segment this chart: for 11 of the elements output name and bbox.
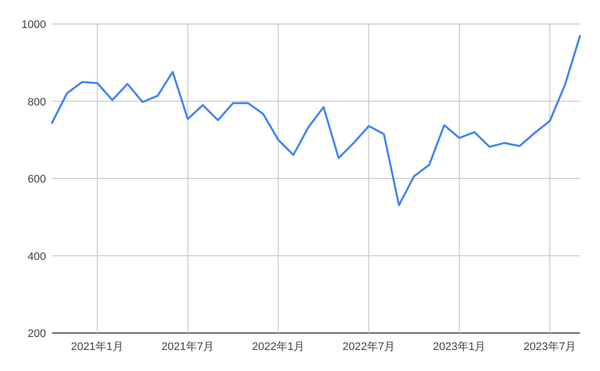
y-tick-label: 1000 bbox=[22, 19, 46, 31]
x-tick-label: 2023年7月 bbox=[524, 341, 576, 353]
x-tick-label: 2023年1月 bbox=[433, 341, 486, 353]
y-tick-label: 400 bbox=[28, 250, 46, 263]
x-tick-label: 2022年1月 bbox=[252, 341, 305, 353]
x-tick-label: 2022年7月 bbox=[342, 341, 396, 353]
y-tick-label: 600 bbox=[28, 174, 46, 186]
x-tick-label: 2021年1月 bbox=[70, 341, 124, 353]
y-tick-label: 200 bbox=[28, 328, 46, 340]
x-tick-label: 2021年7月 bbox=[161, 341, 214, 353]
y-tick-label: 800 bbox=[28, 96, 46, 108]
